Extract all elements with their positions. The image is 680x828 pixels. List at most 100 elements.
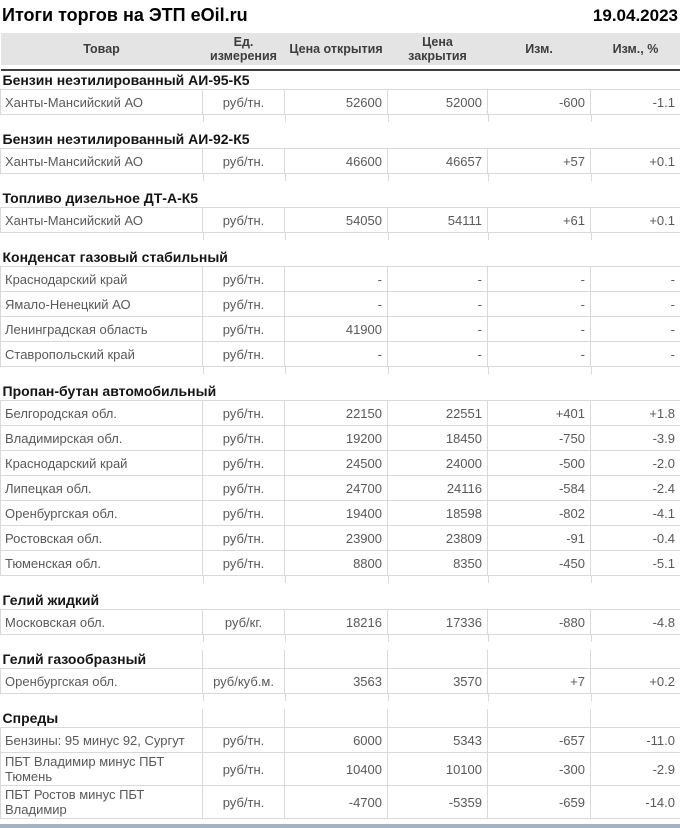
product-cell: Ростовская обл. <box>0 525 203 551</box>
product-cell: Тюменская обл. <box>0 550 203 576</box>
change-pct-cell: -2.9 <box>590 752 680 786</box>
column-header-open-price: Цена открытия <box>284 33 388 65</box>
section-gap <box>1 114 680 130</box>
product-cell: Ханты-Мансийский АО <box>0 207 203 233</box>
column-header-close-price: Цена закрытия <box>387 33 488 65</box>
table-row: ПБТ Владимир минус ПБТ Тюмень руб/тн. 1040… <box>0 752 680 786</box>
change-cell: +57 <box>487 148 591 174</box>
close-price-cell: - <box>387 316 488 342</box>
gap-cell <box>590 232 680 248</box>
change-cell: -657 <box>487 727 591 753</box>
change-pct-cell: +1.8 <box>590 400 680 426</box>
gap-cell <box>590 366 680 382</box>
close-price-cell: - <box>387 266 488 292</box>
unit-cell: руб/куб.м. <box>202 668 285 694</box>
open-price-cell: 22150 <box>284 400 388 426</box>
section-header-cell <box>284 708 388 728</box>
gap-cell <box>487 693 591 709</box>
product-cell: Краснодарский край <box>0 266 203 292</box>
close-price-cell: 3570 <box>387 668 488 694</box>
change-pct-cell: -1.1 <box>590 89 680 115</box>
unit-cell: руб/тн. <box>202 475 285 501</box>
gap-cell <box>387 114 488 130</box>
section-header: Спреды <box>0 708 680 728</box>
change-cell: -500 <box>487 450 591 476</box>
open-price-cell: 23900 <box>284 525 388 551</box>
gap-cell <box>487 173 591 189</box>
table-row: Ханты-Мансийский АО руб/тн. 46600 46657 +57 +… <box>0 148 680 174</box>
column-header-change-pct: Изм., % <box>590 33 680 65</box>
change-pct-cell: - <box>590 316 680 342</box>
close-price-cell: 46657 <box>387 148 488 174</box>
table-header: Товар Ед. измерения Цена открытия Цена з… <box>0 33 680 65</box>
close-price-cell: 24000 <box>387 450 488 476</box>
change-cell: - <box>487 341 591 367</box>
change-pct-cell: - <box>590 341 680 367</box>
change-pct-cell: -3.9 <box>590 425 680 451</box>
change-cell: - <box>487 291 591 317</box>
section-title: Гелий жидкий <box>0 590 680 610</box>
section-title: Гелий газообразный <box>0 649 203 669</box>
open-price-cell: 8800 <box>284 550 388 576</box>
close-price-cell: 24116 <box>387 475 488 501</box>
section-header: Пропан-бутан автомобильный <box>0 381 680 401</box>
change-pct-cell: -14.0 <box>590 785 680 819</box>
product-cell: ПБТ Ростов минус ПБТ Владимир <box>0 785 203 819</box>
unit-cell: руб/тн. <box>202 450 285 476</box>
change-pct-cell: -4.1 <box>590 500 680 526</box>
change-pct-cell: -2.4 <box>590 475 680 501</box>
close-price-cell: 17336 <box>387 609 488 635</box>
section-title: Конденсат газовый стабильный <box>0 247 680 267</box>
close-price-cell: 10100 <box>387 752 488 786</box>
change-pct-cell: +0.1 <box>590 207 680 233</box>
section-header-cell <box>202 708 285 728</box>
gap-cell <box>284 173 388 189</box>
table-row: Ставропольский край руб/тн. - - - - <box>0 341 680 367</box>
change-cell: +401 <box>487 400 591 426</box>
gap-cell <box>487 366 591 382</box>
table-row: Ростовская обл. руб/тн. 23900 23809 -91 -0.4 <box>0 525 680 551</box>
table-row: Белгородская обл. руб/тн. 22150 22551 +401 +1… <box>0 400 680 426</box>
gap-cell <box>284 634 388 650</box>
unit-cell: руб/кг. <box>202 609 285 635</box>
gap-cell <box>487 114 591 130</box>
gap-cell <box>202 173 285 189</box>
section-gap <box>1 173 680 189</box>
product-cell: Оренбургская обл. <box>0 668 203 694</box>
gap-cell <box>202 114 285 130</box>
product-cell: Ямало-Ненецкий АО <box>0 291 203 317</box>
column-header-unit: Ед. измерения <box>202 33 285 65</box>
gap-cell <box>1 233 203 248</box>
section-header: Топливо дизельное ДТ-А-К5 <box>0 188 680 208</box>
unit-cell: руб/тн. <box>202 266 285 292</box>
change-cell: -450 <box>487 550 591 576</box>
gap-cell <box>487 232 591 248</box>
product-cell: Липецкая обл. <box>0 475 203 501</box>
open-price-cell: 19200 <box>284 425 388 451</box>
open-price-cell: 18216 <box>284 609 388 635</box>
gap-cell <box>590 173 680 189</box>
gap-cell <box>284 232 388 248</box>
gap-cell <box>202 634 285 650</box>
change-cell: -880 <box>487 609 591 635</box>
product-cell: ПБТ Владимир минус ПБТ Тюмень <box>0 752 203 786</box>
table-row: ПБТ Ростов минус ПБТ Владимир руб/тн. -470… <box>0 785 680 819</box>
product-cell: Бензины: 95 минус 92, Сургут <box>0 727 203 753</box>
unit-cell: руб/тн. <box>202 316 285 342</box>
close-price-cell: 54111 <box>387 207 488 233</box>
open-price-cell: 6000 <box>284 727 388 753</box>
product-cell: Ленинградская область <box>0 316 203 342</box>
section-gap <box>1 366 680 382</box>
gap-cell <box>387 693 488 709</box>
gap-cell <box>284 114 388 130</box>
column-header-change: Изм. <box>487 33 591 65</box>
product-cell: Оренбургская обл. <box>0 500 203 526</box>
change-cell: -802 <box>487 500 591 526</box>
gap-cell <box>284 693 388 709</box>
change-cell: +61 <box>487 207 591 233</box>
close-price-cell: 52000 <box>387 89 488 115</box>
section-header-cell <box>387 649 488 669</box>
section-title: Пропан-бутан автомобильный <box>0 381 680 401</box>
gap-cell <box>1 115 203 130</box>
